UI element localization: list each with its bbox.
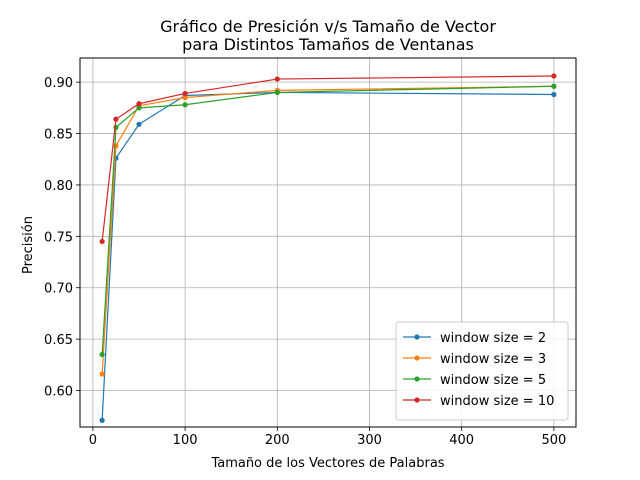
- series-lines: [99, 73, 557, 423]
- y-axis-label: Precisión: [21, 216, 36, 274]
- legend-box: [395, 321, 569, 421]
- series-line-2: [101, 85, 554, 375]
- data-point-series-4: [182, 90, 188, 97]
- data-point-series-3: [99, 351, 105, 358]
- data-point-series-2: [99, 371, 105, 377]
- x-tick-label: 300: [357, 433, 382, 448]
- y-tick-label: 0.70: [44, 282, 73, 297]
- plot-frame: [79, 57, 577, 428]
- x-tick-label: 200: [265, 433, 290, 448]
- data-point-series-3: [136, 105, 142, 111]
- legend: window size = 2 window size = 3 window siz…: [395, 321, 569, 421]
- axis-ticks: 0 100 200 300 400 500 0.60 0.65 0.70 0.75 0.80 0.85…: [44, 76, 566, 448]
- x-axis-label: Tamaño de los Vectores de Palabras: [210, 456, 444, 471]
- data-point-series-1: [551, 91, 557, 98]
- data-point-series-4: [551, 73, 557, 79]
- grid: [80, 58, 576, 427]
- legend-label-2: window size = 3: [440, 352, 546, 367]
- data-point-series-2: [182, 94, 188, 101]
- x-tick-label: 400: [449, 433, 474, 448]
- data-point-series-3: [551, 83, 557, 89]
- chart-title-line-2: para Distintos Tamaños de Ventanas: [182, 35, 474, 54]
- data-point-series-3: [274, 89, 280, 96]
- data-point-series-4: [113, 116, 119, 122]
- y-tick-label: 0.60: [44, 385, 73, 400]
- data-point-series-4: [136, 101, 142, 107]
- y-tick-label: 0.90: [44, 76, 73, 91]
- series-line-3: [101, 85, 554, 355]
- series-line-1: [101, 91, 554, 421]
- series-line-4: [101, 75, 554, 242]
- legend-marker-2: [414, 355, 420, 361]
- data-point-series-1: [136, 121, 142, 127]
- legend-label-4: window size = 10: [440, 394, 554, 409]
- legend-marker-3: [414, 376, 420, 382]
- x-tick-label: 100: [173, 433, 198, 448]
- x-tick-label: 500: [541, 433, 566, 448]
- x-tick-label: 0: [89, 433, 97, 448]
- legend-label-1: window size = 2: [440, 331, 546, 346]
- data-point-series-4: [274, 76, 280, 82]
- data-point-series-4: [99, 238, 105, 245]
- y-tick-label: 0.65: [44, 333, 73, 348]
- y-tick-label: 0.85: [44, 128, 73, 143]
- chart-title-line-1: Gráfico de Presición v/s Tamaño de Vecto…: [160, 17, 496, 36]
- data-point-series-3: [113, 124, 119, 130]
- legend-marker-1: [414, 334, 420, 340]
- y-tick-label: 0.75: [44, 230, 73, 245]
- legend-label-3: window size = 5: [440, 373, 546, 388]
- data-point-series-3: [182, 102, 188, 108]
- data-point-series-1: [99, 417, 105, 423]
- y-tick-label: 0.80: [44, 179, 73, 194]
- legend-marker-4: [414, 397, 420, 403]
